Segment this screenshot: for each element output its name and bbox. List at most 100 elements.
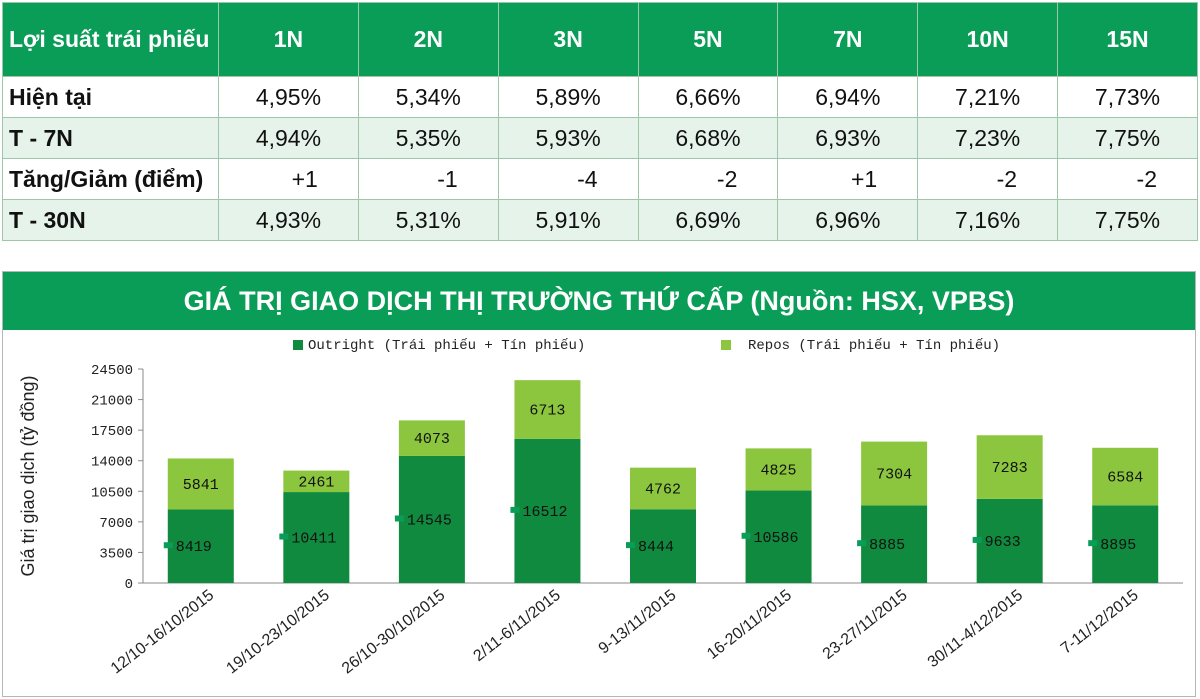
outright-label-marker (741, 532, 751, 539)
y-tick-label: 7000 (99, 516, 133, 532)
data-label-outright: 9633 (985, 534, 1021, 551)
table-row-current: Hiện tại 4,95% 5,34% 5,89% 6,66% 6,94% 7… (2, 76, 1198, 118)
table-cell: 6,93% (777, 117, 919, 159)
data-label-outright: 16512 (522, 504, 567, 521)
x-category-label: 9-13/11/2015 (596, 587, 680, 658)
row-label: Tăng/Giảm (điểm) (2, 158, 219, 200)
table-cell: +1 (777, 158, 919, 200)
header-cell-3n: 3N (497, 2, 639, 77)
y-tick-label: 24500 (91, 363, 133, 379)
data-label-repos: 5841 (183, 477, 219, 494)
outright-label-marker (626, 542, 635, 549)
header-cell-2n: 2N (357, 2, 499, 77)
data-label-outright: 10586 (754, 530, 799, 547)
bar-outright (861, 505, 928, 583)
table-cell: 6,66% (637, 76, 779, 118)
bar-outright (745, 490, 812, 583)
table-cell: -2 (917, 158, 1059, 200)
legend-swatch-repos (721, 340, 731, 350)
outright-label-marker (510, 506, 520, 513)
table-cell: +1 (218, 158, 359, 200)
x-category-label: 30/11-4/12/2015 (925, 587, 1026, 671)
data-label-outright: 8444 (638, 539, 674, 556)
table-cell: 4,94% (218, 117, 359, 159)
bar-repos (630, 467, 696, 510)
table-cell: -2 (1057, 158, 1198, 200)
bar-repos (167, 458, 234, 510)
header-cell-10n: 10N (917, 2, 1059, 77)
bar-outright (1092, 505, 1159, 583)
header-cell-15n: 15N (1057, 2, 1198, 77)
y-tick-label: 10500 (91, 485, 133, 501)
table-cell: 5,89% (497, 76, 639, 118)
header-cell-1n: 1N (218, 2, 359, 77)
x-category-label: 19/10-23/10/2015 (223, 587, 332, 678)
table-header-row: Lợi suất trái phiếu 1N 2N 3N 5N 7N 10N 1… (2, 2, 1198, 77)
y-tick-label: 21000 (91, 394, 133, 410)
table-cell: 5,31% (357, 199, 499, 241)
y-tick-label: 3500 (99, 546, 133, 562)
table-cell: -1 (357, 158, 499, 200)
table-cell: 6,68% (637, 117, 779, 159)
table-cell: 5,93% (497, 117, 639, 159)
bar-outright (167, 509, 234, 583)
table-cell: 7,75% (1057, 117, 1198, 159)
header-cell-5n: 5N (637, 2, 779, 77)
bond-yield-table: Lợi suất trái phiếu 1N 2N 3N 5N 7N 10N 1… (2, 2, 1198, 241)
outright-label-marker (972, 536, 982, 543)
bar-repos (861, 441, 928, 506)
table-cell: 7,75% (1057, 199, 1198, 241)
data-label-outright: 14545 (407, 512, 452, 529)
table-cell: 5,91% (497, 199, 639, 241)
table-cell: 6,94% (777, 76, 919, 118)
data-label-outright: 8895 (1100, 537, 1136, 554)
data-label-outright: 8419 (176, 539, 212, 556)
table-cell: 7,23% (917, 117, 1059, 159)
bar-repos (283, 470, 350, 493)
bar-outright (398, 455, 465, 583)
legend-label-outright: Outright (Trái phiếu + Tín phiếu) (308, 337, 585, 354)
legend-label-repos: Repos (Trái phiếu + Tín phiếu) (748, 337, 1000, 354)
y-tick-label: 17500 (91, 424, 133, 440)
data-label-repos: 6584 (1107, 470, 1143, 487)
bar-outright (976, 498, 1043, 583)
outright-label-marker (1088, 540, 1098, 547)
bar-repos (976, 435, 1043, 499)
table-cell: 5,35% (357, 117, 499, 159)
data-label-repos: 2461 (298, 474, 334, 491)
bar-repos (398, 420, 465, 456)
bar-outright (283, 492, 350, 583)
secondary-market-chart-panel: GIÁ TRỊ GIAO DỊCH THỊ TRƯỜNG THỨ CẤP (Ng… (2, 271, 1196, 697)
bar-outright (514, 438, 581, 583)
x-category-label: 2/11-6/11/2015 (470, 587, 564, 665)
data-label-repos: 4762 (645, 481, 681, 498)
x-category-label: 16-20/11/2015 (704, 587, 795, 663)
x-category-label: 12/10-16/10/2015 (108, 587, 217, 678)
row-label: T - 30N (2, 199, 219, 241)
data-label-repos: 7304 (876, 466, 912, 483)
table-cell: 5,34% (357, 76, 499, 118)
y-tick-label: 14000 (91, 455, 133, 471)
table-cell: 6,69% (637, 199, 779, 241)
row-label: Hiện tại (2, 76, 219, 118)
chart-title-bar (3, 272, 1195, 330)
x-category-label: 23-27/11/2015 (820, 587, 911, 663)
y-axis-title: Giá trị giao dịch (tỷ đồng) (18, 375, 38, 576)
stacked-bar-chart: 0 3500 7000 10500 14000 17500 21000 24500 Giá tr… (18, 337, 1183, 678)
table-cell: 4,93% (218, 199, 359, 241)
header-cell-7n: 7N (777, 2, 919, 77)
table-cell: -2 (637, 158, 779, 200)
bar-outright (630, 509, 696, 583)
table-cell: 7,16% (917, 199, 1059, 241)
x-category-label: 26/10-30/10/2015 (339, 587, 448, 678)
outright-label-marker (279, 533, 289, 540)
row-label: T - 7N (2, 117, 219, 159)
table-row-t7: T - 7N 4,94% 5,35% 5,93% 6,68% 6,93% 7,2… (2, 117, 1198, 159)
table-row-t30: T - 30N 4,93% 5,31% 5,91% 6,69% 6,96% 7,… (2, 199, 1198, 241)
bar-repos (1092, 447, 1159, 506)
table-cell: 7,21% (917, 76, 1059, 118)
table-cell: 4,95% (218, 76, 359, 118)
data-label-repos: 4825 (761, 462, 797, 479)
legend-swatch-outright (293, 340, 303, 350)
table-cell: 7,73% (1057, 76, 1198, 118)
